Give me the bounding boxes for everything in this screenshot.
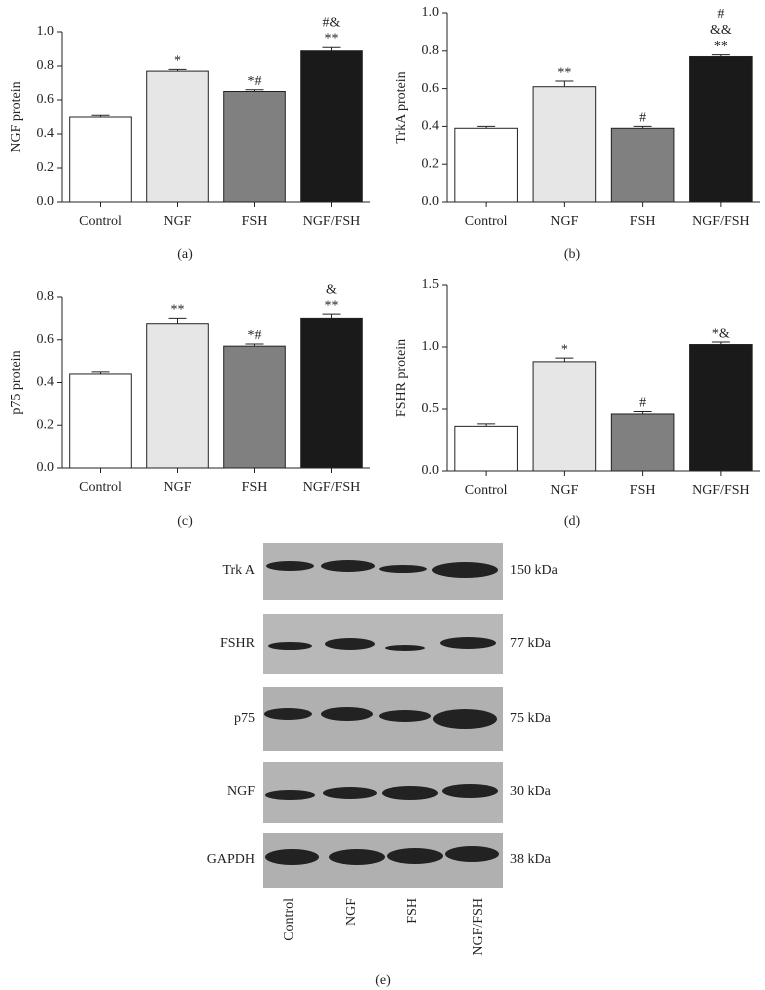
y-tick-label: 0.8	[422, 43, 440, 58]
x-tick-label: NGF/FSH	[303, 214, 361, 229]
bar	[454, 127, 518, 203]
significance-mark: #&	[323, 16, 341, 31]
bar	[300, 317, 363, 469]
blot-size-label: 75 kDa	[510, 711, 552, 726]
y-tick-label: 0.0	[422, 194, 440, 209]
y-tick-label: 0.4	[422, 119, 440, 134]
y-tick-label: 0.6	[422, 81, 440, 96]
x-tick-label: NGF/FSH	[692, 483, 750, 498]
bar	[223, 345, 286, 469]
bar	[610, 413, 675, 472]
y-tick-label: 0.6	[37, 332, 55, 347]
bar	[69, 373, 132, 469]
bar	[532, 361, 597, 472]
bands	[264, 560, 499, 865]
bar	[610, 127, 675, 203]
y-tick-label: 1.0	[422, 339, 440, 354]
x-tick-label: Control	[79, 480, 122, 495]
y-tick-label: 0.5	[422, 401, 440, 416]
blot-protein-label: p75	[234, 711, 255, 726]
significance-mark: **	[325, 32, 339, 47]
x-tick-label: FSH	[242, 480, 268, 495]
y-tick-label: 0.4	[37, 375, 55, 390]
x-tick-label: NGF/FSH	[303, 480, 361, 495]
y-tick-label: 0.0	[37, 194, 55, 209]
y-axis-label: FSHR protein	[394, 339, 409, 417]
panel-caption: (c)	[177, 514, 193, 529]
y-axis-label: TrkA protein	[394, 71, 409, 143]
blot-size-label: 38 kDa	[510, 852, 552, 867]
significance-mark: &	[326, 282, 337, 297]
blot-size-label: 77 kDa	[510, 636, 552, 651]
blot-protein-label: FSHR	[220, 636, 256, 651]
significance-mark: **	[325, 298, 339, 313]
x-tick-label: NGF	[550, 214, 578, 229]
x-tick-label: FSH	[630, 214, 656, 229]
y-tick-label: 0.2	[37, 417, 55, 432]
significance-mark: #	[717, 7, 724, 22]
x-tick-label: NGF	[550, 483, 578, 498]
y-tick-label: 0.0	[37, 460, 55, 475]
blot-protein-label: Trk A	[222, 563, 255, 578]
x-tick-label: FSH	[242, 214, 268, 229]
significance-mark: *#	[248, 328, 262, 343]
significance-mark: &&	[710, 23, 732, 38]
western-blot	[263, 543, 503, 888]
significance-mark: *	[174, 54, 181, 69]
lane-label: FSH	[405, 898, 420, 924]
bar	[146, 323, 209, 469]
panel-caption: (a)	[177, 247, 193, 262]
significance-mark: **	[557, 65, 571, 80]
significance-mark: *&	[712, 326, 730, 341]
x-tick-label: Control	[79, 214, 122, 229]
y-tick-label: 0.0	[422, 463, 440, 478]
significance-mark: **	[171, 303, 185, 318]
significance-mark: **	[714, 39, 728, 54]
panel-caption: (d)	[564, 514, 581, 529]
blot-protein-label: GAPDH	[207, 852, 255, 867]
bar	[454, 425, 518, 472]
blot-size-label: 30 kDa	[510, 784, 552, 799]
blot-protein-label: NGF	[227, 784, 255, 799]
lane-label: NGF	[344, 898, 359, 926]
y-tick-label: 0.8	[37, 58, 55, 73]
bar	[146, 70, 209, 203]
panel-caption: (e)	[375, 973, 391, 988]
y-tick-label: 1.5	[422, 277, 440, 292]
bar	[300, 50, 363, 203]
bar	[532, 86, 597, 203]
significance-mark: *#	[248, 74, 262, 89]
blot-size-label: 150 kDa	[510, 563, 559, 578]
lane-label: NGF/FSH	[471, 898, 486, 956]
x-tick-label: FSH	[630, 483, 656, 498]
bar	[69, 116, 132, 203]
y-tick-label: 0.2	[422, 156, 440, 171]
y-tick-label: 0.6	[37, 92, 55, 107]
y-tick-label: 0.2	[37, 160, 55, 175]
significance-mark: #	[639, 396, 646, 411]
bar	[223, 91, 286, 203]
x-tick-label: NGF/FSH	[692, 214, 750, 229]
bar	[689, 344, 753, 472]
y-axis-label: p75 protein	[9, 350, 24, 414]
x-tick-label: Control	[465, 214, 508, 229]
x-tick-label: NGF	[163, 480, 191, 495]
y-tick-label: 0.8	[37, 289, 55, 304]
x-tick-label: NGF	[163, 214, 191, 229]
significance-mark: #	[639, 111, 646, 126]
y-tick-label: 0.4	[37, 126, 55, 141]
bar	[689, 55, 753, 203]
y-axis-label: NGF protein	[9, 81, 24, 152]
x-tick-label: Control	[465, 483, 508, 498]
y-tick-label: 1.0	[37, 24, 55, 39]
y-tick-label: 1.0	[422, 5, 440, 20]
significance-mark: *	[561, 342, 568, 357]
lane-label: Control	[282, 898, 297, 941]
panel-caption: (b)	[564, 247, 581, 262]
